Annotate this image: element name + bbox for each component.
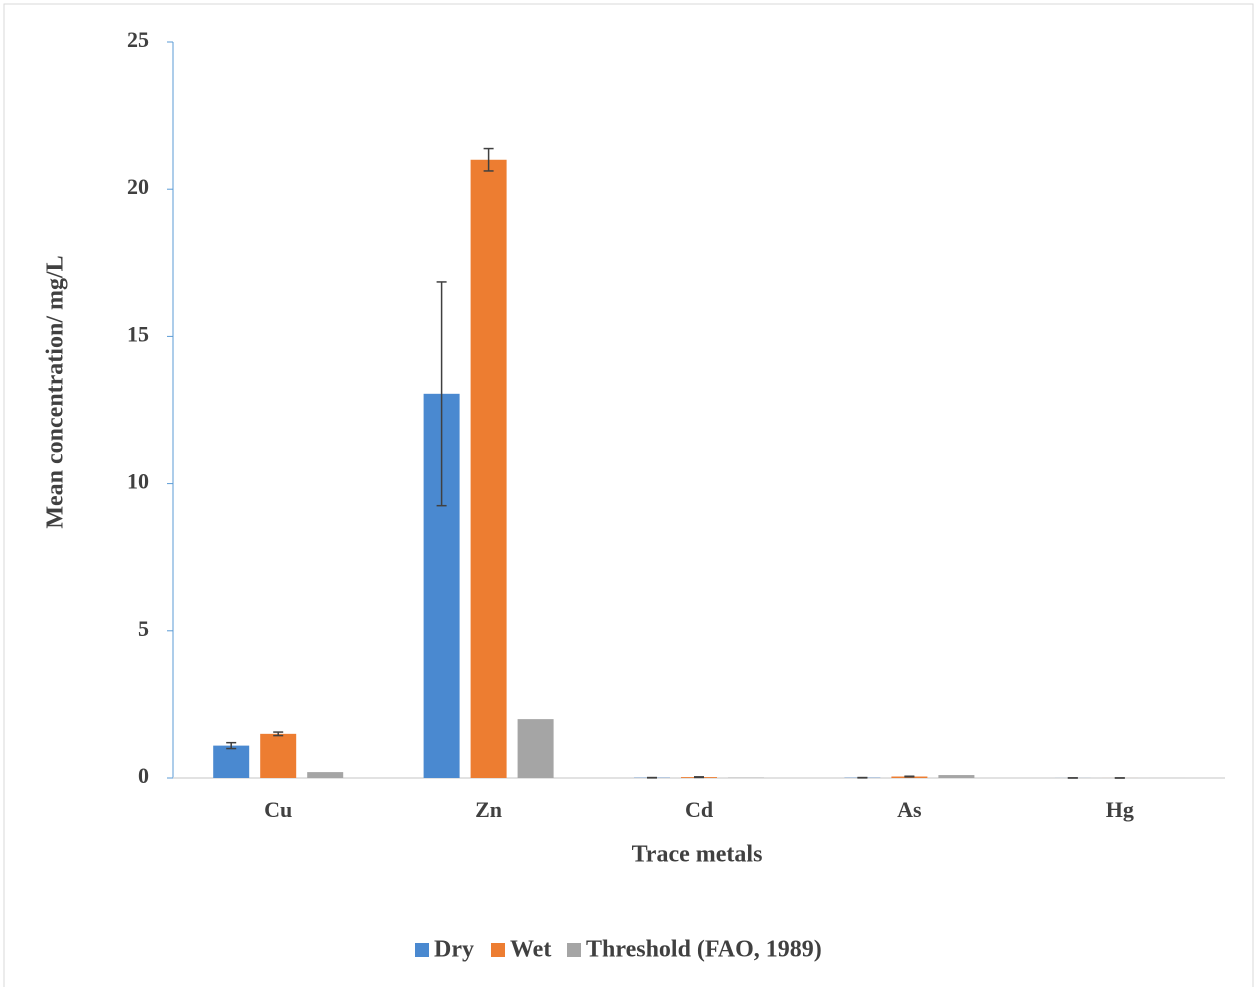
y-tick-label: 10 (127, 469, 149, 494)
bar (307, 772, 343, 778)
y-tick-label: 15 (127, 321, 149, 346)
legend-swatch (567, 943, 581, 957)
y-tick-label: 20 (127, 174, 149, 199)
legend-swatch (415, 943, 429, 957)
x-tick-label: Hg (1106, 797, 1134, 822)
y-tick-label: 5 (138, 616, 149, 641)
chart-border (4, 4, 1253, 987)
legend-label: Threshold (FAO, 1989) (586, 937, 822, 963)
error-bar (904, 776, 914, 777)
y-axis-title: Mean concentration/ mg/L (43, 255, 69, 528)
chart: Trace metals Mean concentration/ mg/L 0 5… (0, 0, 1257, 987)
legend-swatch (491, 943, 505, 957)
bar (938, 775, 974, 778)
x-tick-label: Zn (475, 797, 502, 822)
x-tick-label: As (897, 797, 922, 822)
bar (260, 734, 296, 778)
bar (471, 160, 507, 778)
x-axis-title: Trace metals (632, 842, 763, 868)
error-bar (694, 777, 704, 778)
error-bar (273, 732, 283, 736)
x-tick-label: Cd (685, 797, 713, 822)
y-tick-label: 25 (127, 27, 149, 52)
bar (518, 719, 554, 778)
legend-label: Dry (434, 937, 474, 963)
bar (213, 746, 249, 778)
x-tick-label: Cu (264, 797, 292, 822)
y-tick-label: 0 (138, 763, 149, 788)
legend-label: Wet (510, 937, 551, 963)
